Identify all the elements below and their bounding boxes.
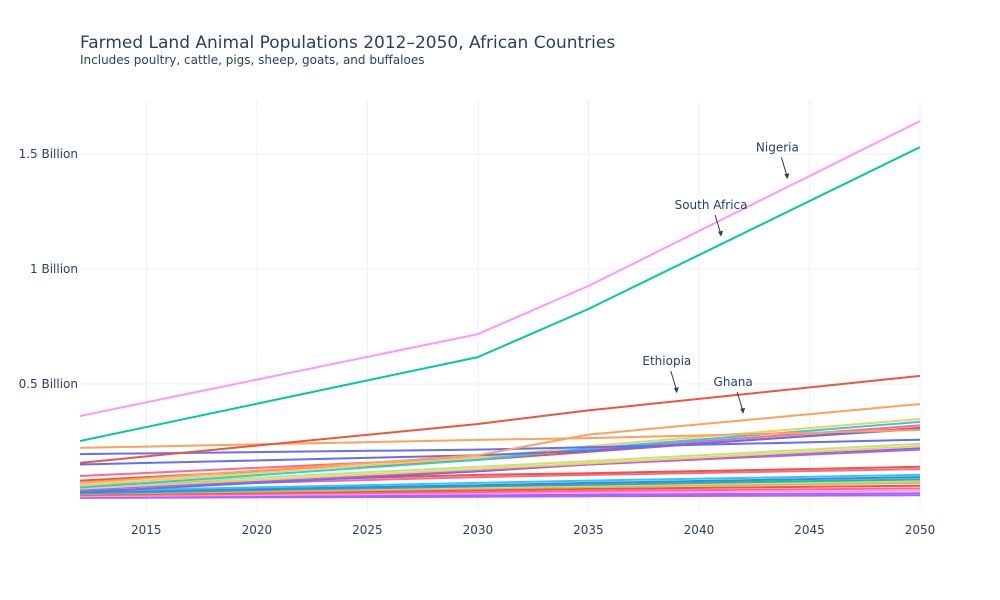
arrow-head-icon <box>784 173 790 180</box>
x-tick-label: 2025 <box>352 523 383 537</box>
arrow-head-icon <box>740 407 746 414</box>
series-line-nigeria[interactable] <box>79 120 921 417</box>
x-tick-label: 2020 <box>242 523 273 537</box>
x-tick-label: 2015 <box>131 523 162 537</box>
series-line[interactable] <box>79 492 921 499</box>
y-axis-ticks: 0.5 Billion 1 Billion 1.5 Billion <box>19 147 78 391</box>
series-line[interactable] <box>79 478 921 495</box>
series-line[interactable] <box>79 476 921 494</box>
annotation-label: Nigeria <box>756 140 799 154</box>
series-line[interactable] <box>79 473 921 492</box>
x-tick-label: 2045 <box>794 523 825 537</box>
annotation-label: South Africa <box>675 198 748 212</box>
x-axis-ticks: 2015 2020 2025 2030 2035 2040 2045 2050 <box>131 523 935 537</box>
x-tick-label: 2030 <box>463 523 494 537</box>
arrow-head-icon <box>673 387 679 394</box>
series-line[interactable] <box>79 445 921 490</box>
series-line[interactable] <box>79 420 921 489</box>
series-lines <box>79 120 921 499</box>
chart-subtitle: Includes poultry, cattle, pigs, sheep, g… <box>80 53 425 67</box>
series-line[interactable] <box>79 429 921 449</box>
arrow-head-icon <box>718 230 724 237</box>
y-tick-label: 1 Billion <box>30 262 78 276</box>
series-line[interactable] <box>79 438 921 456</box>
x-tick-label: 2040 <box>684 523 715 537</box>
series-line[interactable] <box>79 448 921 491</box>
series-line[interactable] <box>79 418 921 487</box>
series-line-south-africa[interactable] <box>79 146 921 442</box>
chart-title: Farmed Land Animal Populations 2012–2050… <box>80 33 616 53</box>
series-line[interactable] <box>79 442 921 488</box>
series-line[interactable] <box>79 489 921 498</box>
series-line-ethiopia[interactable] <box>79 374 921 464</box>
series-line[interactable] <box>79 494 921 499</box>
series-line[interactable] <box>79 481 921 495</box>
series-line[interactable] <box>79 484 921 496</box>
series-line[interactable] <box>79 427 921 466</box>
annotations: Nigeria South Africa Ethiopia Ghana <box>642 140 799 414</box>
annotation-label: Ethiopia <box>642 354 691 368</box>
y-tick-label: 1.5 Billion <box>19 147 78 161</box>
series-line-ghana[interactable] <box>79 403 921 484</box>
annotation-label: Ghana <box>714 375 753 389</box>
x-tick-label: 2050 <box>905 523 936 537</box>
series-line[interactable] <box>79 487 921 497</box>
x-tick-label: 2035 <box>573 523 604 537</box>
y-tick-label: 0.5 Billion <box>19 377 78 391</box>
